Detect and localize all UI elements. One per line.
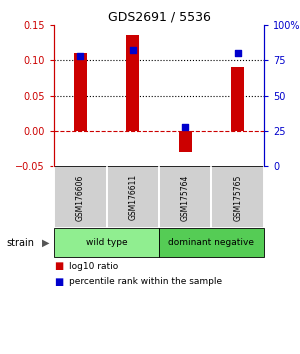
Bar bbox=[231, 67, 244, 131]
Text: GSM175764: GSM175764 bbox=[181, 174, 190, 221]
Text: ■: ■ bbox=[54, 261, 63, 272]
Text: percentile rank within the sample: percentile rank within the sample bbox=[69, 278, 222, 286]
Bar bbox=[74, 53, 87, 131]
Text: GSM176606: GSM176606 bbox=[76, 174, 85, 221]
Text: GSM176611: GSM176611 bbox=[128, 174, 137, 221]
Bar bbox=[212, 166, 264, 228]
Bar bbox=[159, 228, 264, 257]
Text: ▶: ▶ bbox=[42, 238, 50, 248]
Bar bbox=[179, 131, 192, 152]
Bar bbox=[54, 166, 106, 228]
Point bbox=[183, 124, 188, 130]
Bar bbox=[126, 35, 139, 131]
Text: GSM175765: GSM175765 bbox=[233, 174, 242, 221]
Text: log10 ratio: log10 ratio bbox=[69, 262, 118, 271]
Bar bbox=[54, 228, 159, 257]
Point bbox=[130, 47, 135, 53]
Text: wild type: wild type bbox=[86, 238, 127, 247]
Bar bbox=[159, 166, 211, 228]
Bar bbox=[106, 166, 159, 228]
Point bbox=[235, 50, 240, 56]
Text: strain: strain bbox=[6, 238, 34, 248]
Text: dominant negative: dominant negative bbox=[169, 238, 254, 247]
Title: GDS2691 / 5536: GDS2691 / 5536 bbox=[108, 11, 210, 24]
Text: ■: ■ bbox=[54, 277, 63, 287]
Point bbox=[78, 53, 83, 59]
